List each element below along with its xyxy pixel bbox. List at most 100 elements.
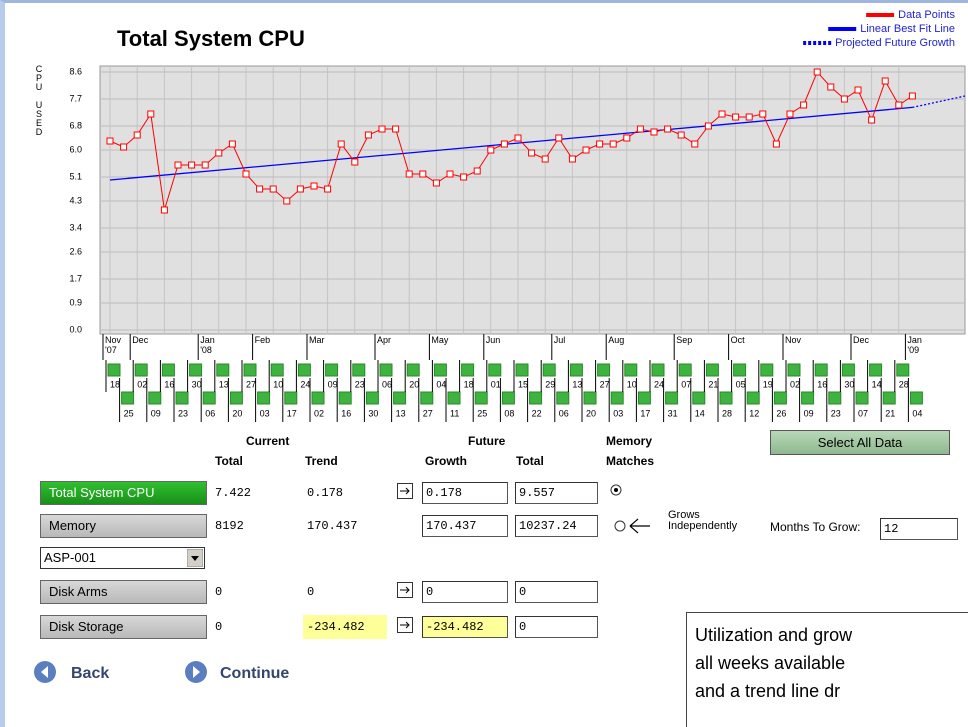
week-select[interactable] <box>488 363 502 377</box>
week-select[interactable] <box>828 391 842 405</box>
week-select[interactable] <box>406 363 420 377</box>
week-select[interactable] <box>121 391 135 405</box>
week-select[interactable] <box>175 391 189 405</box>
week-select[interactable] <box>420 391 434 405</box>
row-button[interactable]: Disk Storage <box>40 615 207 639</box>
data-point <box>324 185 332 193</box>
week-select[interactable] <box>148 391 162 405</box>
week-select[interactable] <box>869 363 883 377</box>
week-select[interactable] <box>760 363 774 377</box>
week-select[interactable] <box>855 391 869 405</box>
row-button[interactable]: Total System CPU <box>40 481 207 505</box>
week-select[interactable] <box>787 363 801 377</box>
data-point <box>772 140 780 148</box>
months-input[interactable]: 12 <box>880 518 958 540</box>
current-total: 0 <box>215 585 223 599</box>
continue-link[interactable]: Continue <box>220 665 290 682</box>
week-select[interactable] <box>365 391 379 405</box>
week-select[interactable] <box>882 391 896 405</box>
week-select[interactable] <box>651 363 665 377</box>
future-total-input[interactable]: 0 <box>515 616 598 638</box>
week-select[interactable] <box>243 363 257 377</box>
week-select[interactable] <box>270 363 284 377</box>
back-icon[interactable] <box>33 660 59 686</box>
growth-input[interactable]: 0 <box>422 581 508 603</box>
note-line: Utilization and grow <box>695 625 853 645</box>
week-select[interactable] <box>624 363 638 377</box>
week-select[interactable] <box>556 391 570 405</box>
future-total-input[interactable]: 10237.24 <box>515 515 598 537</box>
month-label: Nov '07 <box>105 335 122 355</box>
week-select[interactable] <box>229 391 243 405</box>
data-point <box>269 185 277 193</box>
radio-independent[interactable] <box>614 520 626 532</box>
select-all-button[interactable]: Select All Data <box>770 430 950 455</box>
week-select[interactable] <box>678 363 692 377</box>
week-select[interactable] <box>474 391 488 405</box>
future-total-input[interactable]: 9.557 <box>515 482 598 504</box>
week-select[interactable] <box>433 363 447 377</box>
week-select[interactable] <box>719 391 733 405</box>
week-select[interactable] <box>107 363 121 377</box>
row-button[interactable]: Disk Arms <box>40 580 207 604</box>
data-point <box>786 110 794 118</box>
week-select[interactable] <box>501 391 515 405</box>
week-select[interactable] <box>637 391 651 405</box>
data-point <box>133 131 141 139</box>
data-point <box>487 146 495 154</box>
week-select[interactable] <box>569 363 583 377</box>
week-select[interactable] <box>202 391 216 405</box>
week-select[interactable] <box>311 391 325 405</box>
week-select[interactable] <box>896 363 910 377</box>
week-select[interactable] <box>257 391 271 405</box>
week-select[interactable] <box>461 363 475 377</box>
week-select[interactable] <box>529 391 543 405</box>
growth-input[interactable]: 0.178 <box>422 482 508 504</box>
month-label: Jul <box>554 335 566 345</box>
week-select[interactable] <box>338 391 352 405</box>
week-select[interactable] <box>325 363 339 377</box>
week-select[interactable] <box>393 391 407 405</box>
week-select[interactable] <box>284 391 298 405</box>
continue-icon[interactable] <box>184 660 210 686</box>
week-select[interactable] <box>134 363 148 377</box>
week-select[interactable] <box>542 363 556 377</box>
row-button[interactable]: Memory <box>40 514 207 538</box>
week-select[interactable] <box>746 391 760 405</box>
growth-input[interactable]: -234.482 <box>422 616 508 638</box>
week-select[interactable] <box>161 363 175 377</box>
week-select[interactable] <box>665 391 679 405</box>
back-link[interactable]: Back <box>71 665 110 682</box>
week-select[interactable] <box>597 363 611 377</box>
growth-input[interactable]: 170.437 <box>422 515 508 537</box>
header: Total <box>215 454 243 468</box>
x-tick-label: 23 <box>178 408 188 418</box>
x-tick-label: 07 <box>681 379 691 389</box>
week-select[interactable] <box>379 363 393 377</box>
copy-arrow[interactable] <box>397 582 413 598</box>
x-tick-label: 21 <box>885 408 895 418</box>
week-select[interactable] <box>297 363 311 377</box>
week-select[interactable] <box>189 363 203 377</box>
week-select[interactable] <box>773 391 787 405</box>
data-point <box>895 101 903 109</box>
copy-arrow[interactable] <box>397 617 413 633</box>
week-select[interactable] <box>692 391 706 405</box>
x-tick-label: 29 <box>545 379 555 389</box>
x-tick-label: 02 <box>314 408 324 418</box>
week-select[interactable] <box>610 391 624 405</box>
week-select[interactable] <box>705 363 719 377</box>
week-select[interactable] <box>352 363 366 377</box>
week-select[interactable] <box>733 363 747 377</box>
week-select[interactable] <box>814 363 828 377</box>
week-select[interactable] <box>515 363 529 377</box>
asp-select[interactable]: ASP-001 <box>40 547 205 569</box>
week-select[interactable] <box>909 391 923 405</box>
week-select[interactable] <box>216 363 230 377</box>
future-total-input[interactable]: 0 <box>515 581 598 603</box>
week-select[interactable] <box>583 391 597 405</box>
copy-arrow[interactable] <box>397 483 413 499</box>
week-select[interactable] <box>801 391 815 405</box>
week-select[interactable] <box>447 391 461 405</box>
week-select[interactable] <box>841 363 855 377</box>
